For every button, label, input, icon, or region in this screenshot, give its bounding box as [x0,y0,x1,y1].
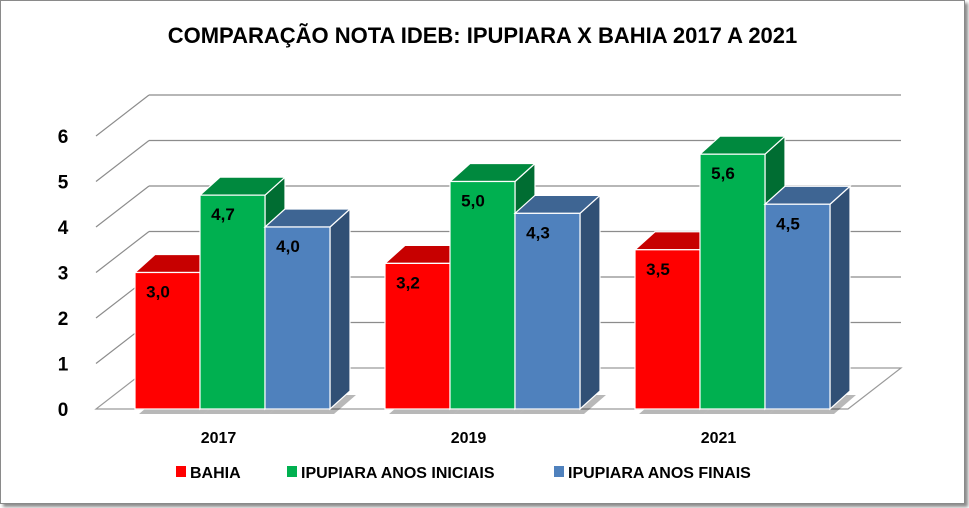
legend-swatch [554,466,564,477]
legend-swatch [287,466,297,477]
legend-label: BAHIA [190,465,241,482]
bar [264,226,331,410]
bar [634,249,701,410]
data-label: 5,6 [711,164,735,183]
bar [384,262,451,410]
y-tick-label: 4 [58,218,69,239]
data-label: 3,0 [146,283,170,302]
grid-diagonal [95,94,150,137]
y-tick-label: 3 [58,264,69,285]
bar-side [829,184,851,411]
data-label: 5,0 [461,192,485,211]
bar-side [329,207,351,411]
grid-diagonal [95,140,150,182]
y-tick-label: 1 [58,355,69,376]
bar [764,203,831,410]
legend-swatch [176,466,186,477]
data-label: 3,5 [646,260,670,279]
y-tick-label: 0 [58,400,69,421]
bar-side [579,194,601,411]
bar [134,271,201,410]
data-label: 4,7 [211,205,235,224]
y-tick-label: 2 [58,309,69,330]
legend-label: IPUPIARA ANOS INICIAIS [301,465,495,482]
data-label: 4,0 [276,237,300,256]
x-category-label: 2021 [701,430,737,447]
y-tick-label: 5 [58,173,69,194]
data-label: 3,2 [396,273,420,292]
grid-diagonal [95,185,150,228]
data-label: 4,3 [526,223,550,242]
x-category-label: 2017 [201,430,237,447]
data-label: 4,5 [776,214,800,233]
grid-diagonal [95,231,150,273]
legend-label: IPUPIARA ANOS FINAIS [568,465,751,482]
chart-title: COMPARAÇÃO NOTA IDEB: IPUPIARA X BAHIA 2… [167,23,798,48]
bar [514,212,581,410]
bar [449,180,516,410]
bar [199,194,266,410]
y-tick-label: 6 [58,127,69,148]
x-category-label: 2019 [451,430,487,447]
bar [699,153,766,410]
